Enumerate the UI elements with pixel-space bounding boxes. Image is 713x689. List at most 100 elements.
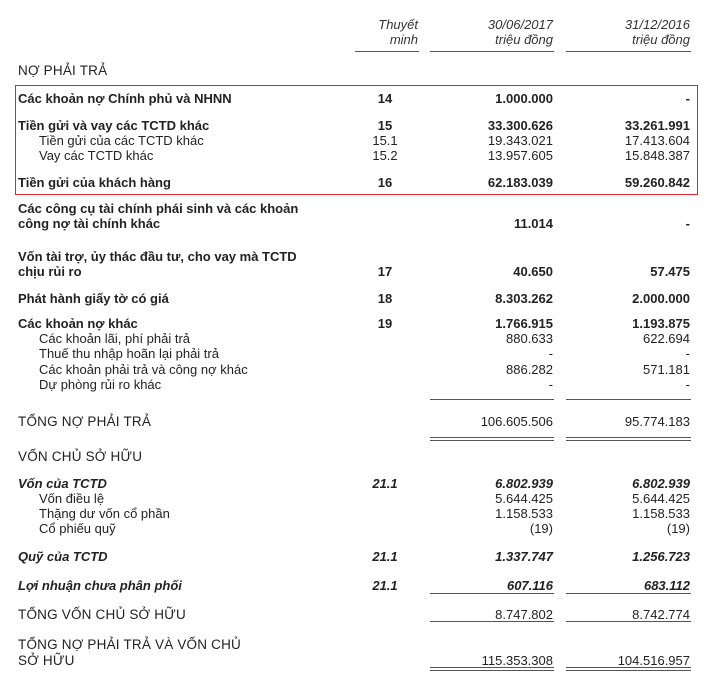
row-value-2016: 104.516.957 (617, 653, 690, 668)
row-label: NỢ PHẢI TRẢ (18, 63, 108, 78)
underline (430, 593, 554, 594)
underline (566, 593, 691, 594)
underline (566, 621, 691, 622)
row-value-2016: 95.774.183 (624, 414, 690, 429)
row-value-2017: 11.014 (513, 216, 553, 231)
row-value-2017: 8.747.802 (495, 607, 553, 622)
row-label: Tiền gửi và vay các TCTD khác (18, 118, 210, 133)
row-value-2017: 19.343.021 (487, 133, 553, 148)
row-value-2017: 886.282 (506, 362, 553, 377)
row-value-2016: - (685, 377, 690, 392)
header-underline (355, 51, 419, 52)
row-value-2017: 5.644.425 (495, 491, 553, 506)
highlight-box (15, 85, 698, 195)
header-col-2017: 30/06/2017 triệu đồng (430, 17, 553, 47)
row-value-2017: 1.766.915 (495, 316, 553, 331)
row-note: 21.1 (372, 578, 398, 593)
row-value-2017: 8.303.262 (495, 291, 553, 306)
row-value-2017: 6.802.939 (495, 476, 553, 491)
row-note: 14 (377, 91, 393, 106)
row-label: Lợi nhuận chưa phân phối (18, 578, 182, 593)
row-value-2017: 106.605.506 (480, 414, 553, 429)
row-value-2016: 2.000.000 (632, 291, 690, 306)
row-note: 15.2 (372, 148, 398, 163)
row-label: công nợ tài chính khác (18, 216, 161, 231)
row-note: 15 (377, 118, 393, 133)
row-value-2016: 5.644.425 (632, 491, 690, 506)
double-underline (430, 437, 554, 441)
row-value-2016: 1.193.875 (632, 316, 690, 331)
row-label: TỔNG NỢ PHẢI TRẢ (18, 414, 152, 429)
header-underline (430, 51, 554, 52)
row-value-2017: 40.650 (513, 264, 553, 279)
row-value-2016: - (685, 91, 690, 106)
header-col1-unit: triệu đồng (495, 32, 553, 47)
row-label: Các khoản nợ khác (18, 316, 138, 331)
header-col1-date: 30/06/2017 (487, 17, 553, 32)
row-label: Thuế thu nhập hoãn lại phải trả (39, 346, 219, 361)
header-note-line2: minh (389, 32, 418, 47)
row-value-2017: 607.116 (506, 578, 553, 593)
header-col2-date: 31/12/2016 (624, 17, 690, 32)
header-note-line1: Thuyết (378, 17, 418, 32)
row-label: Phát hành giấy tờ có giá (18, 291, 169, 306)
row-label: VỐN CHỦ SỞ HỮU (18, 449, 143, 464)
row-value-2017: 62.183.039 (487, 175, 553, 190)
row-value-2017: 1.158.533 (495, 506, 553, 521)
row-value-2017: - (548, 377, 553, 392)
row-value-2017: 880.633 (506, 331, 553, 346)
row-note: 21.1 (372, 476, 398, 491)
row-value-2016: 8.742.774 (632, 607, 690, 622)
row-label: Các công cụ tài chính phái sinh và các k… (18, 201, 299, 216)
row-label: Vốn điều lệ (39, 491, 105, 506)
row-value-2016: 1.158.533 (632, 506, 690, 521)
row-label: Các khoản phải trả và công nợ khác (39, 362, 248, 377)
row-label: Thặng dư vốn cổ phần (39, 506, 170, 521)
row-value-2016: 17.413.604 (624, 133, 690, 148)
row-label: Vay các TCTD khác (39, 148, 154, 163)
row-note: 18 (377, 291, 393, 306)
row-label: Các khoản lãi, phí phải trả (39, 331, 191, 346)
row-label: Quỹ của TCTD (18, 549, 108, 564)
row-label: chịu rủi ro (18, 264, 82, 279)
row-value-2016: 59.260.842 (624, 175, 690, 190)
underline (430, 621, 554, 622)
row-note: 16 (377, 175, 393, 190)
row-label: Vốn của TCTD (18, 476, 107, 491)
row-label: SỞ HỮU (18, 653, 75, 668)
row-label: Vốn tài trợ, ủy thác đầu tư, cho vay mà … (18, 249, 297, 264)
row-value-2016: 33.261.991 (624, 118, 690, 133)
row-note: 19 (377, 316, 393, 331)
header-col-2016: 31/12/2016 triệu đồng (566, 17, 690, 47)
row-value-2017: (19) (529, 521, 553, 536)
row-label: Tiền gửi của khách hàng (18, 175, 171, 190)
row-label: Các khoản nợ Chính phủ và NHNN (18, 91, 232, 106)
header-note-column: Thuyết minh (340, 17, 418, 47)
row-note: 17 (377, 264, 393, 279)
row-label: TỔNG NỢ PHẢI TRẢ VÀ VỐN CHỦ (18, 637, 242, 652)
row-value-2016: - (685, 216, 690, 231)
row-value-2016: 571.181 (643, 362, 690, 377)
row-value-2016: 15.848.387 (624, 148, 690, 163)
row-label: Tiền gửi của các TCTD khác (39, 133, 204, 148)
row-value-2016: 622.694 (643, 331, 690, 346)
row-value-2016: (19) (666, 521, 690, 536)
underline (430, 399, 554, 400)
row-value-2016: 6.802.939 (632, 476, 690, 491)
row-label: Cổ phiếu quỹ (39, 521, 116, 536)
row-label: Dự phòng rủi ro khác (39, 377, 162, 392)
double-underline (566, 437, 691, 441)
row-value-2016: 683.112 (643, 578, 690, 593)
header-col2-unit: triệu đồng (632, 32, 690, 47)
row-value-2016: - (685, 346, 690, 361)
row-value-2017: 13.957.605 (487, 148, 553, 163)
row-label: TỔNG VỐN CHỦ SỞ HỮU (18, 607, 186, 622)
double-underline (430, 667, 554, 671)
row-note: 15.1 (372, 133, 398, 148)
row-value-2016: 1.256.723 (632, 549, 690, 564)
row-value-2017: 1.000.000 (495, 91, 553, 106)
underline (566, 399, 691, 400)
double-underline (566, 667, 691, 671)
row-note: 21.1 (372, 549, 398, 564)
row-value-2017: 115.353.308 (481, 653, 553, 668)
